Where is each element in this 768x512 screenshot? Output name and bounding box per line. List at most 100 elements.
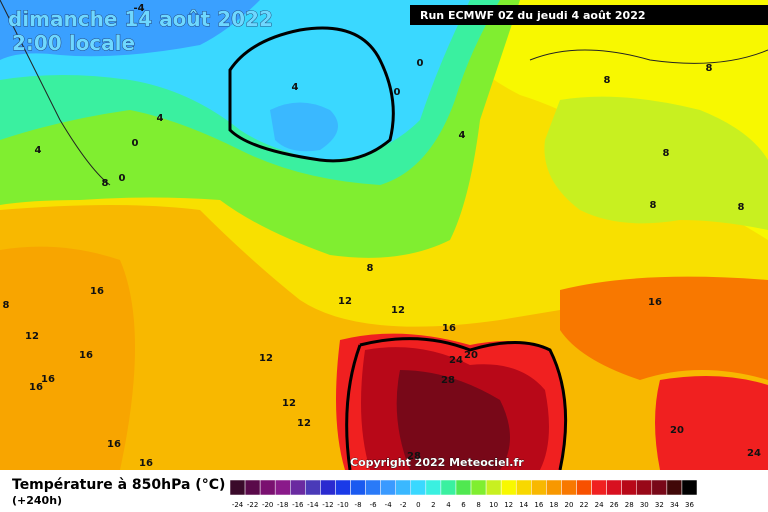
scale-swatch (531, 479, 547, 496)
field-iceland-cold (270, 102, 338, 152)
contour-label: 16 (41, 374, 55, 385)
contour-label: 24 (747, 448, 761, 459)
contour-label: 8 (367, 263, 374, 274)
scale-swatch (606, 479, 622, 496)
scale-label: 4 (446, 501, 451, 509)
contour-label: 12 (25, 331, 39, 342)
scale-label: 30 (640, 501, 649, 509)
isotherm-24 (345, 337, 568, 471)
contour-label: 16 (107, 439, 121, 450)
scale-swatch (666, 479, 683, 496)
contour-label: 4 (292, 82, 299, 93)
scale-label: -22 (247, 501, 258, 509)
scale-label: -16 (292, 501, 304, 509)
title: dimanche 14 août 2022 (8, 7, 273, 31)
contour-label: 8 (604, 75, 611, 86)
contour-label: 4 (35, 145, 42, 156)
scale-label: 10 (489, 501, 498, 509)
scale-label: 18 (549, 501, 558, 509)
scale-swatch (681, 479, 698, 496)
scale-swatch (561, 479, 577, 496)
scale-label: 14 (519, 501, 528, 509)
contour-label: 12 (282, 398, 296, 409)
field-light-yellow (0, 0, 768, 240)
contour-label: 4 (459, 130, 466, 141)
copyright: Copyright 2022 Meteociel.fr (350, 456, 524, 469)
scale-swatch (395, 479, 412, 496)
contour-label: 12 (391, 305, 405, 316)
scale-swatch (425, 479, 442, 496)
contour-label: 12 (338, 296, 352, 307)
scale-swatch (515, 479, 532, 496)
scale-swatch (485, 479, 502, 496)
scale-label: 6 (461, 501, 466, 509)
contour-label: 16 (29, 382, 43, 393)
scale-label: -4 (385, 501, 393, 509)
contour-label: 8 (663, 148, 670, 159)
scale-label: -14 (307, 501, 319, 509)
scale-swatch (410, 479, 427, 496)
field-red-east (655, 376, 768, 470)
scale-swatch (350, 479, 366, 496)
contour-label: 16 (442, 323, 456, 334)
scale-label: 8 (476, 501, 480, 509)
scale-label: -2 (400, 501, 407, 509)
contour-label: 12 (297, 418, 311, 429)
isotherm-zero (228, 26, 395, 163)
field-darkest-red (396, 370, 510, 470)
scale-swatch (470, 479, 487, 496)
contour-label: 20 (670, 425, 684, 436)
scale-swatch (335, 479, 351, 496)
scale-label: 36 (685, 501, 694, 509)
contour-label: 8 (102, 178, 109, 189)
contour-label: 0 (119, 173, 126, 184)
field-orange-east (560, 276, 768, 380)
contour-label: 12 (259, 353, 273, 364)
contour-label: 4 (157, 113, 164, 124)
scale-swatch (380, 479, 396, 496)
scale-swatch (636, 479, 653, 496)
contour-label: 8 (3, 300, 10, 311)
contour-label: 0 (417, 58, 424, 69)
scale-label: 2 (431, 501, 435, 509)
scale-label: 20 (564, 501, 573, 509)
scale-swatch (455, 479, 472, 496)
scale-swatch (320, 479, 336, 496)
scale-swatch (576, 479, 592, 496)
scale-label: -10 (337, 501, 348, 509)
scale-label: -20 (262, 501, 273, 509)
scale-label: 0 (416, 501, 420, 509)
subtitle: 2:00 locale (12, 31, 135, 55)
contour-label: 8 (706, 63, 713, 74)
contour-label: 0 (394, 87, 401, 98)
legend-title: Température à 850hPa (°C) (12, 477, 225, 493)
scale-swatch (244, 479, 261, 496)
scale-label: 26 (610, 501, 619, 509)
scale-label: -12 (322, 501, 333, 509)
scale-label: -18 (277, 501, 288, 509)
scale-swatch (651, 479, 668, 496)
scale-label: 32 (655, 501, 664, 509)
contour-label: 28 (441, 375, 455, 386)
scale-label: -6 (370, 501, 378, 509)
contour-label: 16 (79, 350, 93, 361)
field-orange-west (0, 246, 135, 470)
scale-swatch (305, 479, 321, 496)
scale-label: 22 (580, 501, 589, 509)
scale-label: 24 (595, 501, 604, 509)
scale-swatch (365, 479, 381, 496)
scale-label: 16 (534, 501, 543, 509)
scale-label: 34 (670, 501, 679, 509)
contour-label: -4 (133, 3, 144, 14)
contour-label: 8 (738, 202, 745, 213)
field-lime (544, 96, 768, 231)
contour-label: 16 (139, 458, 153, 469)
field-blue (0, 0, 260, 60)
scale-swatch (274, 479, 291, 496)
contour-label: 24 (449, 355, 463, 366)
scale-swatch (546, 479, 562, 496)
contour-label: 16 (648, 297, 662, 308)
